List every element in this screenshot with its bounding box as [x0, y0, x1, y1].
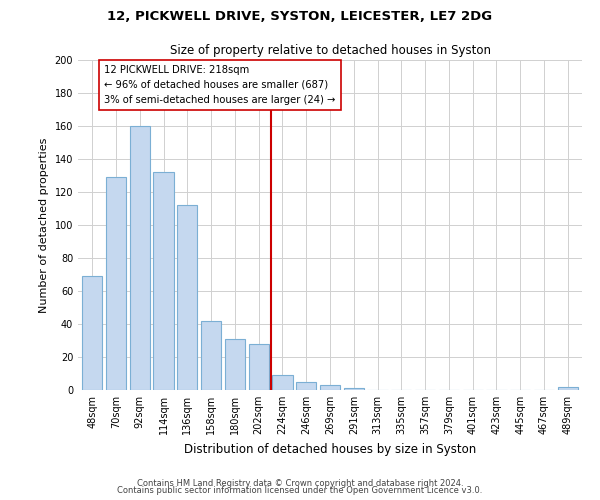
Bar	[106, 177, 126, 390]
Bar	[272, 375, 293, 390]
Bar	[130, 126, 150, 390]
Title: Size of property relative to detached houses in Syston: Size of property relative to detached ho…	[170, 44, 491, 58]
Bar	[296, 382, 316, 390]
Bar	[225, 339, 245, 390]
Text: Contains public sector information licensed under the Open Government Licence v3: Contains public sector information licen…	[118, 486, 482, 495]
Bar	[177, 205, 197, 390]
Text: 12 PICKWELL DRIVE: 218sqm
← 96% of detached houses are smaller (687)
3% of semi-: 12 PICKWELL DRIVE: 218sqm ← 96% of detac…	[104, 65, 335, 104]
Text: 12, PICKWELL DRIVE, SYSTON, LEICESTER, LE7 2DG: 12, PICKWELL DRIVE, SYSTON, LEICESTER, L…	[107, 10, 493, 23]
Bar	[248, 344, 269, 390]
Bar	[344, 388, 364, 390]
Bar	[557, 386, 578, 390]
X-axis label: Distribution of detached houses by size in Syston: Distribution of detached houses by size …	[184, 442, 476, 456]
Bar	[154, 172, 173, 390]
Text: Contains HM Land Registry data © Crown copyright and database right 2024.: Contains HM Land Registry data © Crown c…	[137, 478, 463, 488]
Bar	[82, 276, 103, 390]
Y-axis label: Number of detached properties: Number of detached properties	[39, 138, 49, 312]
Bar	[320, 385, 340, 390]
Bar	[201, 320, 221, 390]
